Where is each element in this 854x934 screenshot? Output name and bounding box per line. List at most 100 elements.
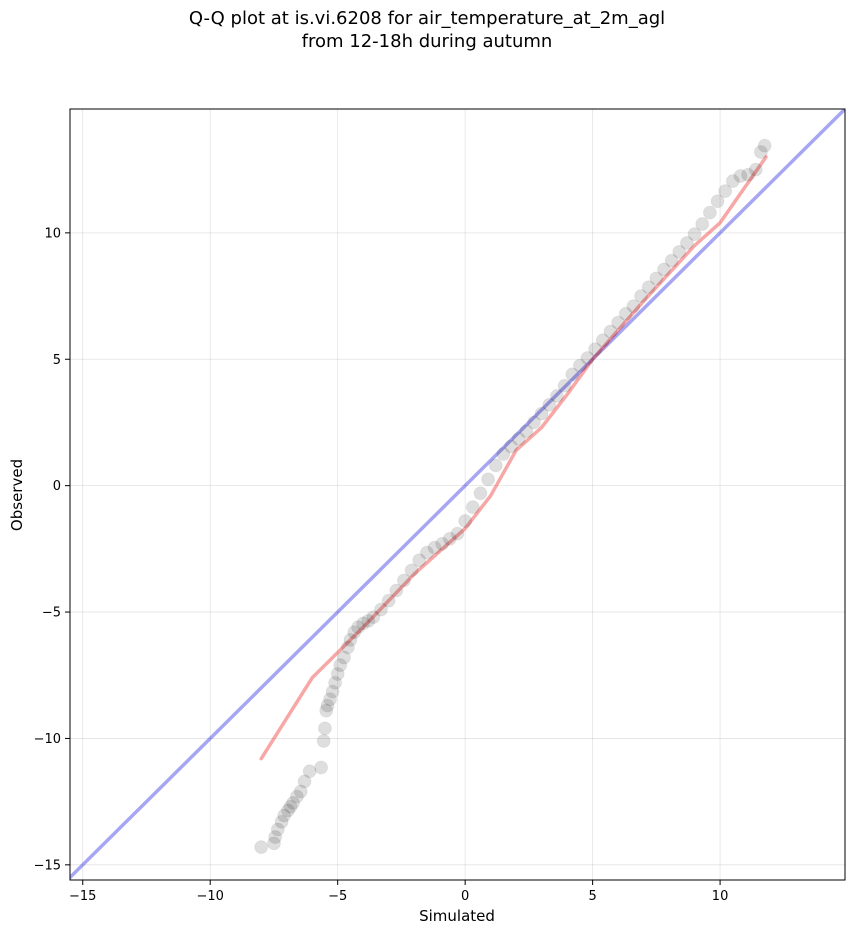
axis-ticks: −15 −10 −5 0 5 10 −15 −10 −5 0 5 10: [34, 226, 729, 904]
plot-frame: [69, 108, 846, 881]
qq-point: [277, 808, 292, 823]
grid: [70, 109, 845, 880]
qq-point: [473, 486, 488, 501]
qq-point: [280, 803, 295, 818]
qq-point: [603, 324, 618, 339]
qq-point: [641, 280, 656, 295]
qq-point: [611, 315, 626, 330]
qq-point: [496, 447, 511, 462]
qq-point: [347, 625, 362, 640]
qq-point: [302, 764, 317, 779]
qq-point: [381, 593, 396, 608]
qq-point: [328, 675, 343, 690]
qq-point: [314, 760, 329, 775]
x-tick-label: 10: [712, 889, 729, 904]
qq-point: [316, 733, 331, 748]
y-tick-label: −15: [34, 858, 61, 873]
qq-point: [389, 583, 404, 598]
qq-point: [534, 406, 549, 421]
qq-point: [595, 333, 610, 348]
qq-point: [268, 830, 283, 845]
qq-point: [286, 795, 301, 810]
qq-point: [323, 692, 338, 707]
qq-point: [270, 822, 285, 837]
qq-point: [356, 616, 371, 631]
x-tick-label: 0: [461, 889, 469, 904]
qq-point: [293, 784, 308, 799]
fit-line: [259, 155, 768, 761]
qq-point: [511, 431, 526, 446]
x-tick-label: −15: [69, 889, 96, 904]
qq-point: [351, 620, 366, 635]
x-tick-label: −5: [328, 889, 347, 904]
qq-point: [465, 500, 480, 515]
x-axis-label: Simulated: [419, 907, 495, 925]
qq-point: [427, 540, 442, 555]
qq-point: [634, 289, 649, 304]
x-tick-label: 5: [588, 889, 596, 904]
qq-point: [542, 397, 557, 412]
chart-title: Q-Q plot at is.vi.6208 for air_temperatu…: [188, 8, 666, 29]
qq-point: [672, 244, 687, 259]
qq-point: [757, 138, 772, 153]
qq-point: [565, 367, 580, 382]
qq-point: [741, 167, 756, 182]
qq-point: [396, 573, 411, 588]
qq-point: [656, 262, 671, 277]
qq-point: [289, 789, 304, 804]
qq-point: [404, 563, 419, 578]
qq-point: [343, 632, 358, 647]
qq-point: [481, 472, 496, 487]
qq-point: [266, 836, 281, 851]
qq-point: [695, 217, 710, 232]
qq-point: [664, 253, 679, 268]
qq-point: [748, 162, 763, 177]
qq-point: [366, 610, 381, 625]
qq-point: [450, 526, 465, 541]
qq-point: [588, 342, 603, 357]
qq-point: [319, 703, 334, 718]
qq-point: [649, 271, 664, 286]
lines: [70, 109, 845, 880]
qq-point: [702, 205, 717, 220]
x-tick-label: −10: [196, 889, 223, 904]
data-points: [254, 138, 772, 855]
qq-point: [330, 666, 345, 681]
identity-line: [70, 109, 845, 880]
qq-point: [254, 840, 269, 855]
qq-point: [725, 174, 740, 189]
qq-point: [337, 650, 352, 665]
qq-point: [733, 168, 748, 183]
y-tick-label: −10: [34, 732, 61, 747]
qq-point: [412, 553, 427, 568]
qq-point: [435, 536, 450, 551]
qq-point: [442, 531, 457, 546]
qq-point: [361, 613, 376, 628]
qq-point: [618, 306, 633, 321]
qq-point: [549, 388, 564, 403]
qq-point: [374, 602, 389, 617]
y-tick-label: −5: [42, 606, 61, 621]
qq-point: [504, 439, 519, 454]
qq-point: [317, 721, 332, 736]
y-tick-label: 0: [53, 479, 61, 494]
qq-point: [340, 640, 355, 655]
y-tick-label: 5: [53, 353, 61, 368]
qq-point: [687, 227, 702, 242]
qq-point: [679, 235, 694, 250]
qq-point: [274, 814, 289, 829]
qq-point: [325, 684, 340, 699]
qq-point: [753, 144, 768, 159]
qq-point: [320, 698, 335, 713]
qq-point: [557, 378, 572, 393]
qq-point: [626, 299, 641, 314]
qq-point: [519, 424, 534, 439]
qq-point: [419, 545, 434, 560]
qq-point: [458, 514, 473, 529]
chart-subtitle: from 12-18h during autumn: [301, 31, 553, 52]
qq-point: [488, 458, 503, 473]
qq-point: [333, 658, 348, 673]
qq-point: [580, 350, 595, 365]
y-tick-label: 10: [44, 226, 61, 241]
